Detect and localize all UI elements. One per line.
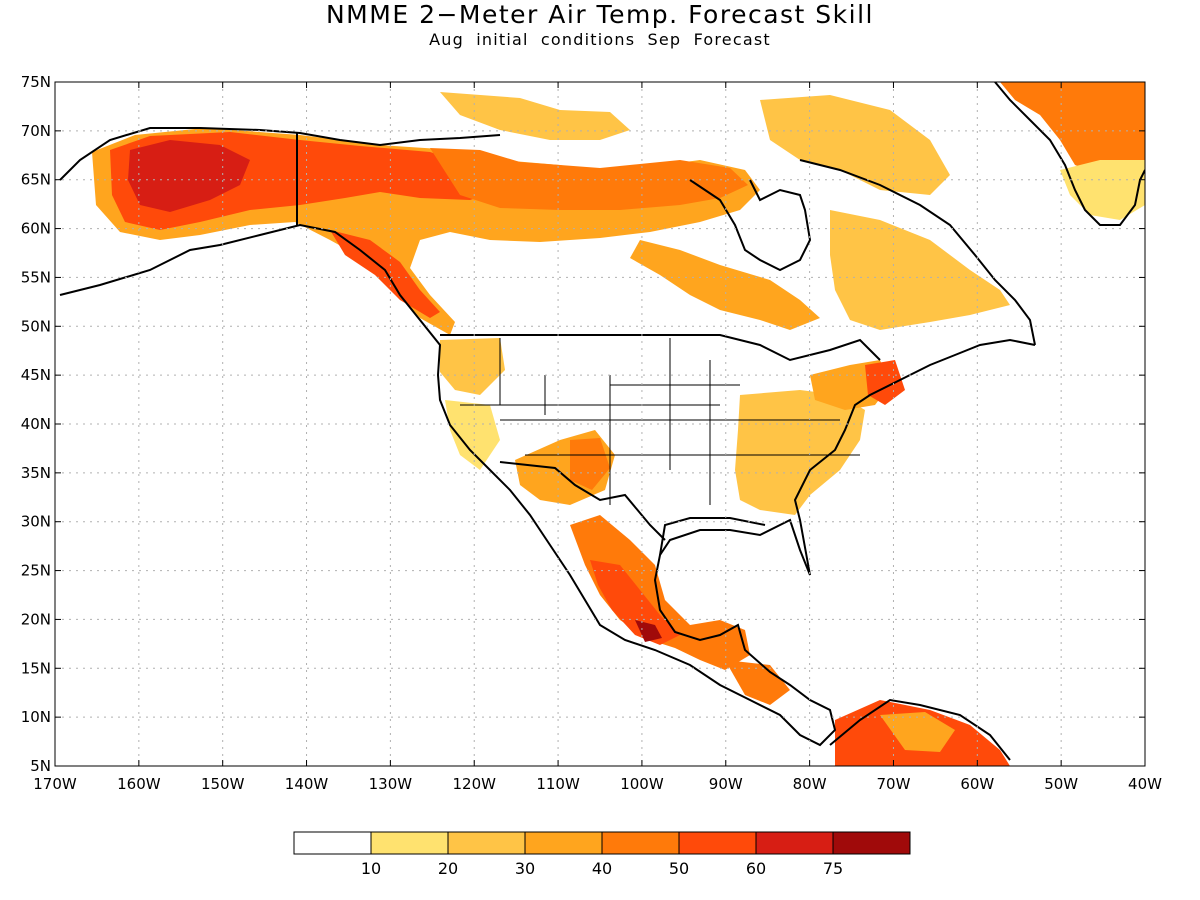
map-subtitle: Aug initial conditions Sep Forecast bbox=[429, 30, 771, 49]
colorbar-label: 10 bbox=[361, 859, 381, 878]
colorbar-swatch bbox=[293, 831, 372, 855]
skill-region-great-basin bbox=[445, 400, 500, 470]
map-title: NMME 2−Meter Air Temp. Forecast Skill bbox=[325, 0, 874, 29]
border-us-mexico bbox=[499, 461, 666, 541]
colorbar: 10 20 30 40 50 60 75 bbox=[293, 831, 911, 878]
colorbar-swatch bbox=[601, 831, 680, 855]
lat-tick-label: 70N bbox=[21, 122, 51, 140]
colorbar-swatch bbox=[524, 831, 603, 855]
lon-tick-label: 70W bbox=[877, 775, 911, 793]
skill-region-south-america-light bbox=[880, 712, 955, 752]
skill-region-greenland-light bbox=[1060, 160, 1145, 220]
colorbar-swatch bbox=[755, 831, 834, 855]
coastline-alaska-north bbox=[59, 127, 501, 181]
lon-tick-label: 140W bbox=[285, 775, 329, 793]
lat-tick-label: 75N bbox=[21, 73, 51, 91]
border-us-canada bbox=[440, 334, 881, 362]
lon-tick-label: 80W bbox=[793, 775, 827, 793]
skill-region-mexico-peak bbox=[635, 620, 662, 642]
state-line-1 bbox=[499, 338, 711, 505]
skill-region-pacific-nw bbox=[440, 338, 505, 395]
lat-tick-label: 40N bbox=[21, 415, 51, 433]
skill-region-canada-arctic bbox=[430, 148, 748, 210]
lon-tick-label: 150W bbox=[201, 775, 245, 793]
lat-tick-label: 10N bbox=[21, 708, 51, 726]
lon-tick-label: 40W bbox=[1128, 775, 1162, 793]
lat-tick-label: 5N bbox=[30, 757, 51, 775]
skill-region-arctic-islands-2 bbox=[760, 95, 950, 195]
lat-tick-label: 30N bbox=[21, 513, 51, 531]
lat-tick-label: 35N bbox=[21, 464, 51, 482]
colorbar-label: 60 bbox=[746, 859, 766, 878]
lon-tick-label: 120W bbox=[452, 775, 496, 793]
coastline-greenland bbox=[994, 82, 1145, 226]
lat-tick-label: 65N bbox=[21, 171, 51, 189]
colorbar-swatch bbox=[370, 831, 449, 855]
coastline-labrador bbox=[799, 159, 1036, 346]
skill-region-southwest-core bbox=[570, 438, 610, 490]
skill-region-new-england bbox=[865, 360, 905, 405]
lon-tick-label: 100W bbox=[620, 775, 664, 793]
lat-tick-label: 60N bbox=[21, 220, 51, 238]
skill-region-central-america bbox=[725, 660, 790, 705]
skill-region-mexico-core bbox=[590, 560, 680, 645]
skill-region-greenland bbox=[1000, 82, 1145, 175]
skill-region-quebec-labrador bbox=[830, 210, 1010, 330]
lon-tick-label: 170W bbox=[33, 775, 77, 793]
skill-region-eastern-canada bbox=[630, 240, 820, 330]
skill-region-bc-coast bbox=[330, 230, 440, 318]
lat-tick-label: 50N bbox=[21, 317, 51, 335]
lon-tick-label: 50W bbox=[1044, 775, 1078, 793]
coastline-hudson-bay bbox=[689, 179, 812, 272]
skill-region-alaska-peak bbox=[128, 140, 250, 212]
lon-tick-label: 130W bbox=[369, 775, 413, 793]
colorbar-swatch bbox=[832, 831, 911, 855]
lat-tick-label: 55N bbox=[21, 268, 51, 286]
state-borders bbox=[460, 338, 860, 505]
lon-tick-label: 90W bbox=[709, 775, 743, 793]
coastline-gulf-of-mexico bbox=[659, 517, 766, 556]
lon-tick-label: 160W bbox=[117, 775, 161, 793]
colorbar-swatch bbox=[447, 831, 526, 855]
lat-tick-group: 75N 70N 65N 60N 55N 50N 45N 40N 35N 30N 25N 20N 15N 1… bbox=[21, 73, 1145, 775]
skill-region-mexico bbox=[570, 515, 750, 670]
lon-tick-label: 110W bbox=[536, 775, 580, 793]
colorbar-label: 50 bbox=[669, 859, 689, 878]
lon-tick-group: 170W 160W 150W 140W 130W 120W 110W 100W 90W 80W 70… bbox=[33, 82, 1162, 793]
coastline-south-america bbox=[829, 698, 1011, 761]
lat-tick-label: 15N bbox=[21, 659, 51, 677]
skill-region-eastern-us bbox=[735, 390, 865, 515]
colorbar-label: 75 bbox=[823, 859, 843, 878]
colorbar-label: 20 bbox=[438, 859, 458, 878]
lon-tick-label: 60W bbox=[960, 775, 994, 793]
coastlines bbox=[59, 82, 1145, 761]
colorbar-swatch bbox=[678, 831, 757, 855]
skill-region-arctic-islands bbox=[440, 92, 630, 140]
state-line-2 bbox=[460, 384, 860, 456]
lat-tick-label: 20N bbox=[21, 610, 51, 628]
lat-tick-label: 25N bbox=[21, 562, 51, 580]
lat-tick-label: 45N bbox=[21, 366, 51, 384]
coastline-north-america bbox=[59, 223, 1036, 747]
colorbar-label: 40 bbox=[592, 859, 612, 878]
colorbar-label: 30 bbox=[515, 859, 535, 878]
gridlines bbox=[55, 82, 1145, 766]
